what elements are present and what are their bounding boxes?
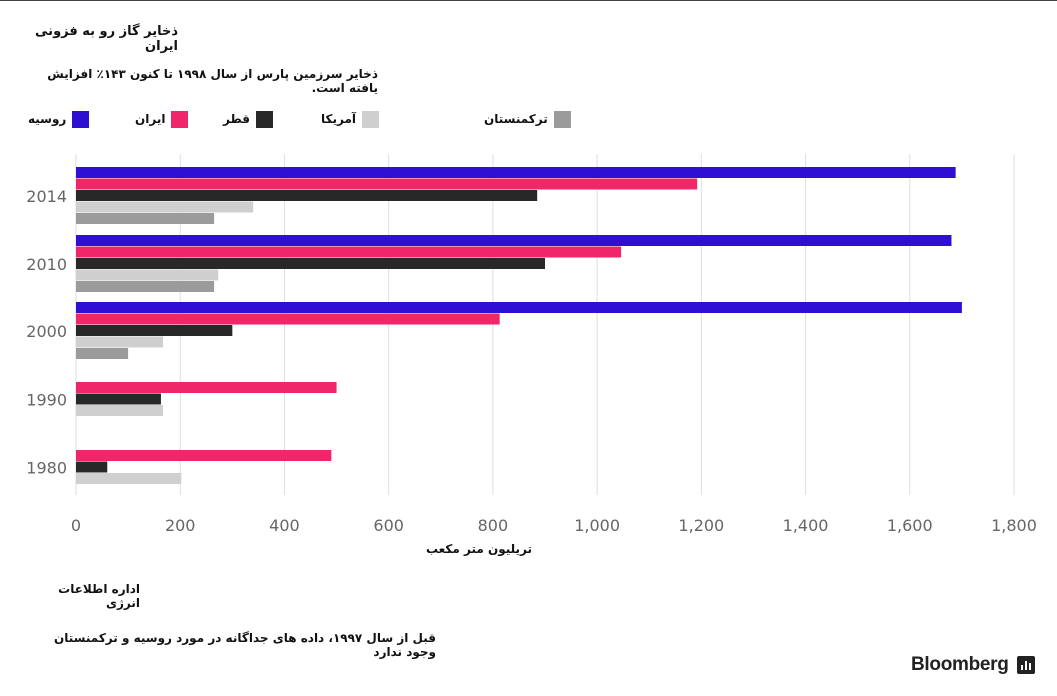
bar-2010-1 [76,246,622,258]
category-labels: 2014 2010 2000 1990 1980 [26,187,67,478]
bars [76,167,962,484]
bar-2000-1 [76,313,500,325]
x-axis-label: تریلیون متر مکعب [425,542,533,556]
bar-2000-3 [76,336,164,348]
legend-swatch-russia [72,110,90,128]
bar-2014-2 [76,190,538,201]
bar-1980-1 [76,450,332,461]
legend-label-turkmenistan: ترکمنستان [484,112,548,126]
x-tick-label: 1,600 [887,516,933,535]
x-tick-label: 0 [71,516,81,535]
bar-2010-2 [76,258,545,269]
bar-1990-1 [76,382,337,393]
legend-label-usa: آمریکا [321,112,356,126]
legend-item-qatar: قطر [223,109,274,129]
legend-swatch-turkmenistan [553,110,571,128]
chart-subtitle: ذخایر سرزمین پارس از سال ۱۹۹۸ تا کنون ۱۴… [47,67,378,95]
bar-chart: 2014 2010 2000 1990 1980 0 200 400 600 800 1,000 1… [26,154,1037,535]
x-tick-label: 1,800 [991,516,1037,535]
bar-1980-2 [76,461,108,473]
category-label-2000: 2000 [26,322,67,341]
bar-2014-3 [76,201,254,213]
x-tick-label: 200 [165,516,196,535]
bar-2010-4 [76,281,215,292]
x-tick-label: 800 [478,516,509,535]
legend-item-usa: آمریکا [321,109,379,129]
brand-name: Bloomberg [911,654,1009,675]
bar-2010-0 [76,235,952,246]
bar-1990-3 [76,405,164,416]
bar-2014-0 [76,167,956,178]
bloomberg-chart-icon [1016,656,1035,674]
x-tick-label: 600 [373,516,404,535]
bar-2010-3 [76,269,219,281]
bar-1980-3 [76,473,182,484]
bar-2000-2 [76,325,233,336]
brand-logo: Bloomberg [911,652,1035,678]
bar-2014-4 [76,213,215,224]
x-tick-label: 1,200 [678,516,724,535]
legend-label-iran: ایران [135,112,166,126]
bar-2000-0 [76,302,962,313]
bar-2000-4 [76,348,129,359]
legend-item-russia: روسیه [28,109,90,129]
source-label: اداره اطلاعات انرژی [58,582,140,610]
category-label-2010: 2010 [26,255,67,274]
bar-2014-1 [76,178,698,190]
category-label-1980: 1980 [26,458,67,477]
legend-swatch-usa [362,110,379,128]
x-tick-label: 400 [269,516,300,535]
legend-swatch-iran [171,110,189,128]
category-label-1990: 1990 [26,390,67,409]
category-label-2014: 2014 [26,187,67,206]
legend-item-turkmenistan: ترکمنستان [484,109,571,129]
footnote: قبل از سال ۱۹۹۷، داده های جداگانه در مور… [54,631,436,659]
top-border [0,0,1057,1]
chart-title: ذخایر گاز رو به فزونی ایران [35,24,178,54]
legend-item-iran: ایران [135,109,189,129]
x-tick-labels: 0 200 400 600 800 1,000 1,200 1,400 1,600 1,800 [71,516,1037,535]
x-tick-label: 1,000 [574,516,620,535]
legend-label-qatar: قطر [223,112,251,126]
bar-1990-2 [76,393,161,405]
x-tick-label: 1,400 [783,516,829,535]
legend-swatch-qatar [256,110,274,128]
legend-label-russia: روسیه [28,112,67,126]
